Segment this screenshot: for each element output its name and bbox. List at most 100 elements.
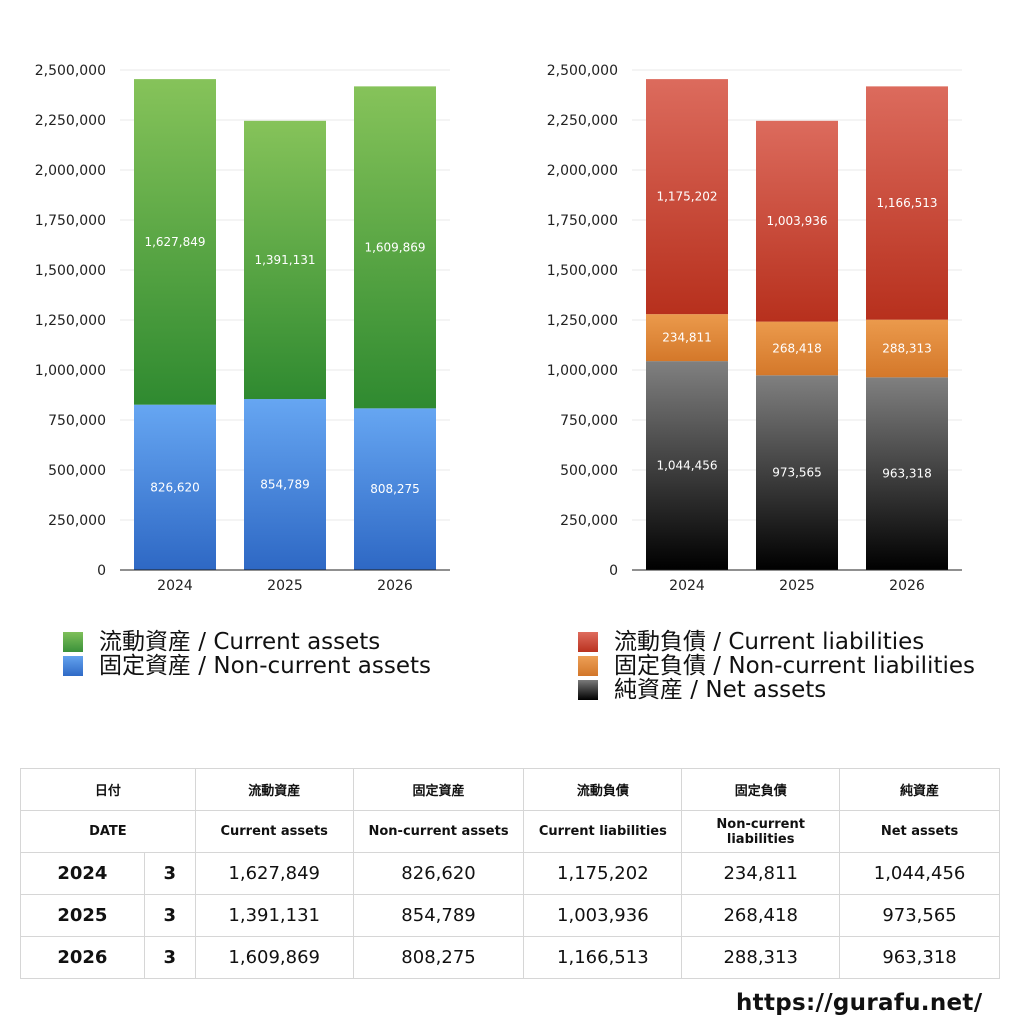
bar-segment	[354, 86, 436, 409]
cell-current-assets: 1,627,849	[194, 852, 354, 895]
source-url[interactable]: https://gurafu.net/	[736, 990, 983, 1016]
legend-item-current-liabilities: 流動負債 / Current liabilities	[578, 630, 975, 654]
cell-current-liabilities: 1,003,936	[523, 894, 683, 937]
y-tick-label: 1,500,000	[35, 263, 106, 279]
data-label: 234,811	[662, 331, 712, 345]
legend-swatch	[578, 680, 598, 700]
legend-item-non-current-liabilities: 固定負債 / Non-current liabilities	[578, 654, 975, 678]
data-label: 1,003,936	[766, 214, 827, 228]
cell-net-assets: 963,318	[839, 936, 1000, 979]
x-tick-label: 2024	[669, 578, 705, 594]
cell-non-current-assets: 826,620	[352, 852, 525, 895]
bar-segment	[866, 319, 948, 378]
legend-swatch	[578, 632, 598, 652]
header-date-en: DATE	[20, 810, 196, 853]
header-current-liabilities-en: Current liabilities	[523, 810, 683, 853]
bar-segment	[244, 120, 326, 400]
legend-label: 流動負債 / Current liabilities	[614, 629, 925, 655]
legend-label: 流動資産 / Current assets	[99, 629, 381, 655]
bar-segment	[866, 377, 948, 570]
x-tick-label: 2026	[889, 578, 925, 594]
y-tick-label: 2,000,000	[547, 163, 618, 179]
y-tick-label: 1,750,000	[547, 213, 618, 229]
cell-non-current-assets: 854,789	[352, 894, 525, 937]
y-tick-label: 1,500,000	[547, 263, 618, 279]
x-tick-label: 2024	[157, 578, 193, 594]
table-row: 2025 3 1,391,131 854,789 1,003,936 268,4…	[20, 894, 1000, 937]
header-current-liabilities-ja: 流動負債	[523, 768, 683, 811]
y-tick-label: 0	[97, 563, 106, 579]
cell-non-current-assets: 808,275	[352, 936, 525, 979]
y-tick-label: 750,000	[560, 413, 618, 429]
cell-non-current-liabilities: 234,811	[681, 852, 841, 895]
y-tick-label: 1,000,000	[547, 363, 618, 379]
table-row: 2026 3 1,609,869 808,275 1,166,513 288,3…	[20, 936, 1000, 979]
bar-segment	[756, 375, 838, 570]
cell-year: 2024	[20, 852, 145, 895]
bar-segment	[756, 120, 838, 322]
legend-swatch	[63, 632, 83, 652]
legend-item-current-assets: 流動資産 / Current assets	[63, 630, 431, 654]
y-tick-label: 500,000	[48, 463, 106, 479]
assets-chart: 0 250,000 500,000 750,000 1,000,000 1,250,000…	[35, 63, 450, 594]
cell-year: 2025	[20, 894, 145, 937]
data-table: 日付 流動資産 固定資産 流動負債 固定負債 純資産 DATE Current …	[20, 768, 1000, 979]
x-tick-label: 2025	[779, 578, 815, 594]
data-label: 854,789	[260, 478, 310, 492]
header-date-ja: 日付	[20, 768, 196, 811]
data-label: 963,318	[882, 467, 932, 481]
legend-item-non-current-assets: 固定資産 / Non-current assets	[63, 654, 431, 678]
bar-segment	[354, 408, 436, 570]
cell-current-assets: 1,609,869	[194, 936, 354, 979]
data-label: 973,565	[772, 466, 822, 480]
header-net-assets-en: Net assets	[839, 810, 1000, 853]
assets-legend: 流動資産 / Current assets 固定資産 / Non-current…	[63, 630, 431, 678]
y-tick-label: 1,750,000	[35, 213, 106, 229]
y-tick-label: 2,250,000	[35, 113, 106, 129]
y-tick-label: 1,250,000	[35, 313, 106, 329]
cell-month: 3	[143, 852, 196, 895]
legend-label: 純資産 / Net assets	[614, 677, 827, 703]
data-label: 826,620	[150, 480, 200, 494]
legend-item-net-assets: 純資産 / Net assets	[578, 678, 975, 702]
liabilities-chart: 0 250,000 500,000 750,000 1,000,000 1,250,000…	[547, 63, 962, 594]
y-tick-label: 2,000,000	[35, 163, 106, 179]
cell-year: 2026	[20, 936, 145, 979]
cell-current-liabilities: 1,175,202	[523, 852, 683, 895]
y-tick-label: 1,250,000	[547, 313, 618, 329]
bar-segment	[646, 361, 728, 570]
data-label: 1,166,513	[876, 196, 937, 210]
bar-segment	[756, 321, 838, 376]
data-label: 268,418	[772, 341, 822, 355]
bar-segment	[646, 79, 728, 315]
cell-non-current-liabilities: 288,313	[681, 936, 841, 979]
cell-month: 3	[143, 936, 196, 979]
y-tick-label: 2,500,000	[35, 63, 106, 79]
y-tick-label: 250,000	[48, 513, 106, 529]
header-non-current-liabilities-ja: 固定負債	[681, 768, 841, 811]
y-tick-label: 2,500,000	[547, 63, 618, 79]
legend-label: 固定負債 / Non-current liabilities	[614, 653, 975, 679]
y-tick-label: 0	[609, 563, 618, 579]
y-tick-label: 1,000,000	[35, 363, 106, 379]
bar-segment	[134, 79, 216, 405]
cell-current-liabilities: 1,166,513	[523, 936, 683, 979]
cell-non-current-liabilities: 268,418	[681, 894, 841, 937]
cell-month: 3	[143, 894, 196, 937]
table-row: 2024 3 1,627,849 826,620 1,175,202 234,8…	[20, 852, 1000, 895]
data-label: 1,175,202	[656, 190, 717, 204]
liabilities-legend: 流動負債 / Current liabilities 固定負債 / Non-cu…	[578, 630, 975, 702]
data-label: 808,275	[370, 482, 420, 496]
x-tick-label: 2026	[377, 578, 413, 594]
x-tick-label: 2025	[267, 578, 303, 594]
legend-label: 固定資産 / Non-current assets	[99, 653, 432, 679]
y-tick-label: 250,000	[560, 513, 618, 529]
bar-segment	[866, 86, 948, 320]
data-label: 1,044,456	[656, 459, 717, 473]
legend-swatch	[63, 656, 83, 676]
data-label: 1,627,849	[144, 235, 205, 249]
y-tick-label: 500,000	[560, 463, 618, 479]
header-non-current-assets-ja: 固定資産	[352, 768, 525, 811]
data-label: 1,609,869	[364, 240, 425, 254]
header-current-assets-en: Current assets	[194, 810, 354, 853]
